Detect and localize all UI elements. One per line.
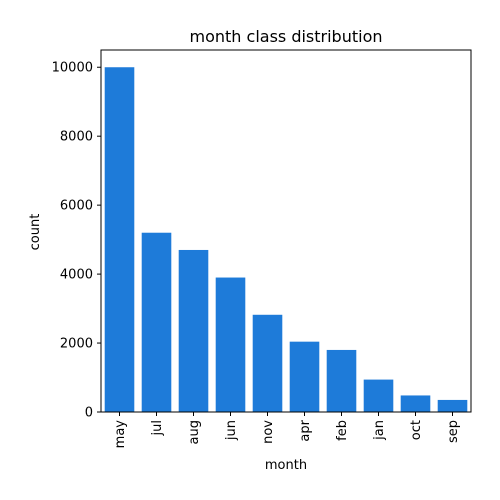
bars-group [104,67,468,413]
x-tick-label-sep: sep [446,420,461,443]
bar-oct [400,395,431,412]
bar-nov [252,314,283,412]
x-tick-label-oct: oct [409,420,424,440]
y-axis-label: count [28,214,43,251]
y-tick-label: 4000 [60,268,93,283]
chart-title: month class distribution [190,27,383,46]
bar-may [104,67,135,413]
y-tick-label: 8000 [60,130,93,145]
bar-feb [326,349,357,412]
x-tick-label-jul: jul [150,420,165,436]
bar-jul [141,232,172,412]
bar-jan [363,379,394,412]
x-tick-label-nov: nov [261,420,276,444]
bar-sep [437,399,468,412]
x-tick-label-aug: aug [187,420,202,444]
y-tick-label: 10000 [52,61,93,76]
bar-jun [215,277,246,412]
y-tick-label: 6000 [60,199,93,214]
y-axis: 0 2000 4000 6000 8000 10000 [52,61,101,421]
plot-frame [100,49,472,413]
x-tick-label-jun: jun [224,420,239,441]
x-tick-label-jan: jan [372,420,387,441]
x-tick-label-feb: feb [335,420,350,441]
y-tick-label: 0 [85,406,93,421]
y-tick-label: 2000 [60,337,93,352]
x-tick-label-apr: apr [298,419,313,441]
bar-aug [178,249,209,412]
x-axis: may jul aug jun nov apr feb jan oct sep [113,412,461,448]
x-axis-label: month [265,458,307,473]
bar-apr [289,341,320,412]
x-tick-label-may: may [113,420,128,449]
